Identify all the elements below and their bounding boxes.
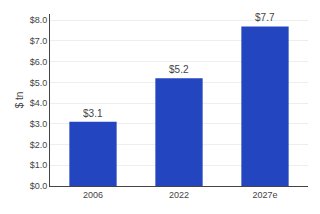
svg-text:$5.0: $5.0: [30, 78, 48, 88]
svg-text:2006: 2006: [83, 190, 103, 200]
svg-text:$3.0: $3.0: [30, 119, 48, 129]
svg-text:$1.0: $1.0: [30, 160, 48, 170]
svg-text:$6.0: $6.0: [30, 57, 48, 67]
svg-text:2022: 2022: [169, 190, 189, 200]
svg-text:$7.7: $7.7: [255, 12, 275, 23]
svg-text:$4.0: $4.0: [30, 98, 48, 108]
svg-text:$2.0: $2.0: [30, 140, 48, 150]
svg-text:$5.2: $5.2: [169, 64, 189, 75]
svg-text:$3.1: $3.1: [83, 108, 103, 119]
svg-text:$7.0: $7.0: [30, 36, 48, 46]
svg-text:$0.0: $0.0: [30, 181, 48, 191]
svg-text:2027e: 2027e: [252, 190, 277, 200]
svg-text:$8.0: $8.0: [30, 15, 48, 25]
svg-text:$ tn: $ tn: [14, 92, 25, 109]
